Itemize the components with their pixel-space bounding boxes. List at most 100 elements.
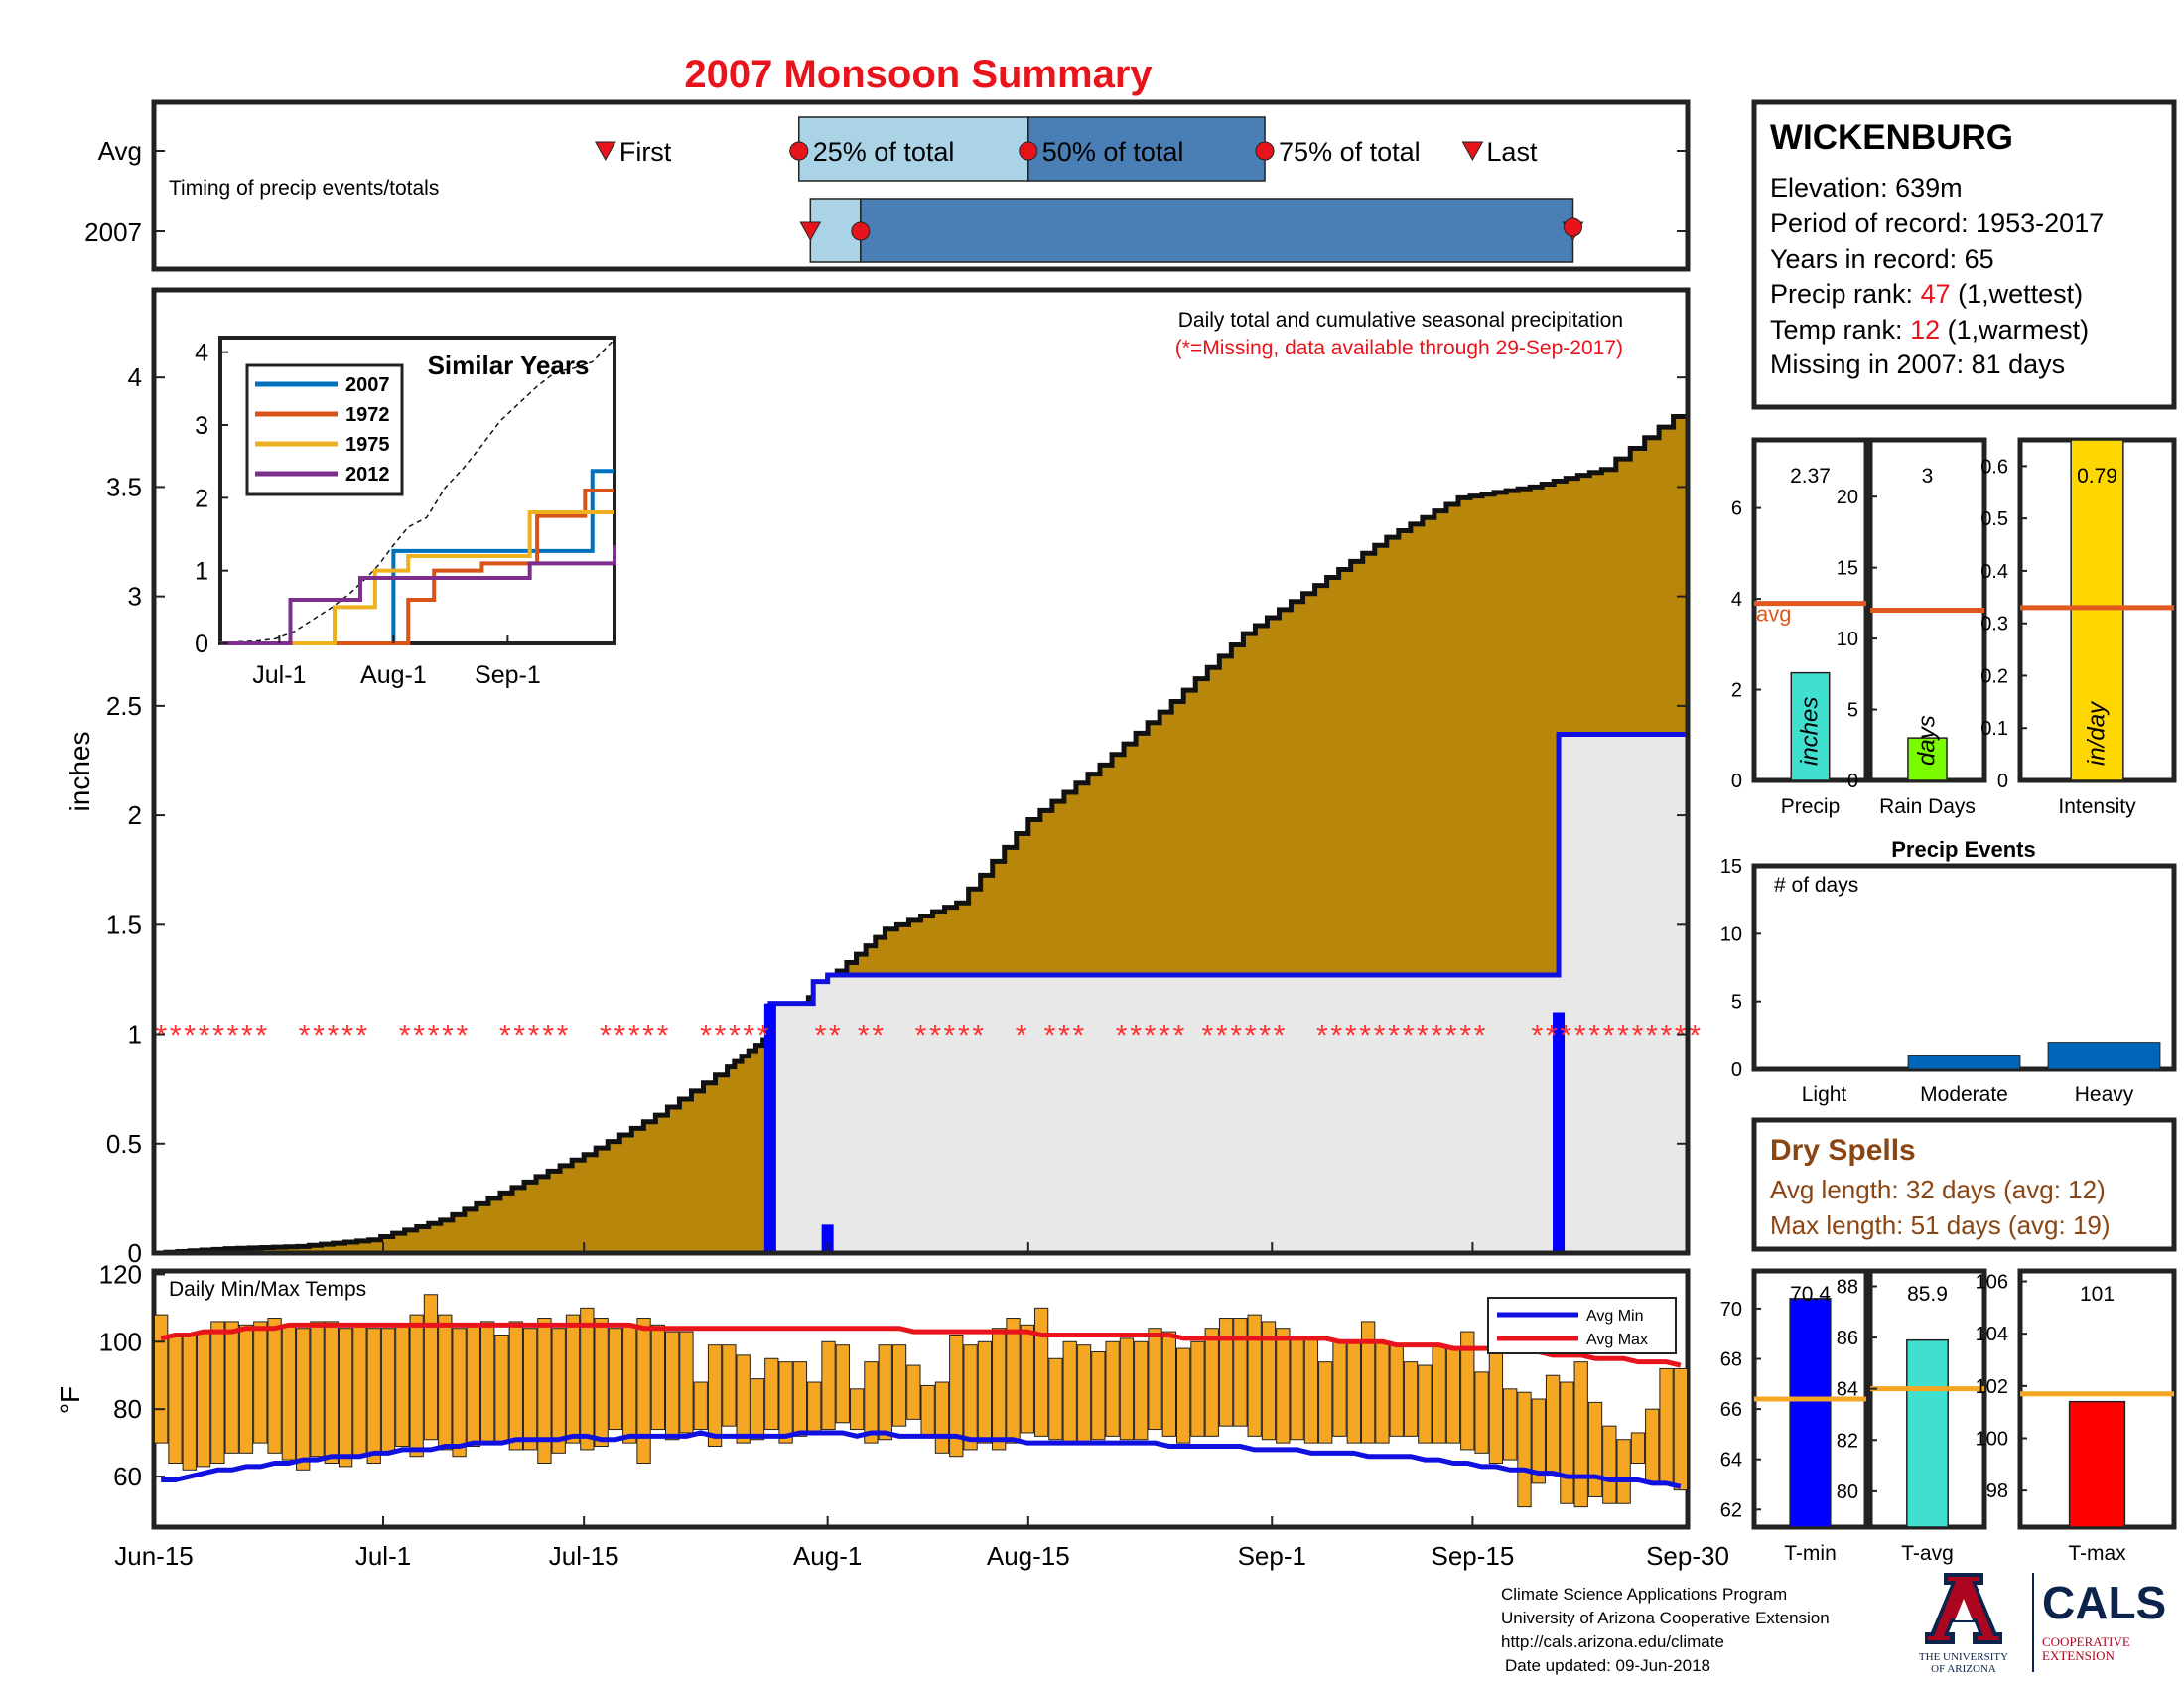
missing-marker: * — [170, 1020, 182, 1053]
daily-temp-bar — [196, 1331, 211, 1468]
daily-temp-bar — [409, 1314, 424, 1458]
missing-marker: * — [1016, 1020, 1027, 1053]
missing-marker: * — [1588, 1020, 1600, 1053]
main-y-tick-label: 3.5 — [106, 472, 142, 501]
missing-marker: * — [729, 1020, 741, 1053]
temp-panel-y-tick-label: 84 — [1837, 1379, 1858, 1401]
daily-temp-bar — [1204, 1328, 1219, 1437]
missing-marker: * — [1359, 1020, 1371, 1053]
station-info-box: WICKENBURG Elevation: 639m Period of rec… — [1751, 99, 2177, 410]
daily-temp-bar — [1545, 1374, 1561, 1475]
dry-spells-max: Max length: 51 days (avg: 19) — [1770, 1210, 2111, 1240]
dry-spells-title: Dry Spells — [1770, 1134, 1916, 1167]
footer-url[interactable]: http://cals.arizona.edu/climate — [1501, 1632, 1724, 1651]
missing-marker: * — [457, 1020, 469, 1053]
precip-events-marks: Light Moderate Heavy 0 5 10 15 — [1720, 856, 2161, 1106]
stat-panel-y-tick-label: 0.3 — [1980, 614, 2008, 635]
missing-marker: * — [1417, 1020, 1429, 1053]
legend-avg-max-label: Avg Max — [1586, 1332, 1648, 1348]
missing-marker: * — [1044, 1020, 1056, 1053]
daily-temp-bar — [622, 1324, 637, 1444]
missing-marker: * — [915, 1020, 927, 1053]
missing-marker: * — [944, 1020, 956, 1053]
avg-first-label: First — [619, 137, 672, 167]
main-y-axis: 0 0.5 1 1.5 2 2.5 3 3.5 4 — [106, 362, 1688, 1268]
avg-pct-label-2: 50% of total — [1042, 137, 1184, 167]
coop-line1: COOPERATIVE — [2042, 1634, 2130, 1649]
avg-50-75-bar — [1027, 116, 1266, 182]
missing-marker: * — [1274, 1020, 1286, 1053]
station-missing-label: Missing in 2007: — [1770, 350, 1972, 379]
missing-marker: * — [657, 1020, 669, 1053]
daily-precip-bar-3 — [1553, 1012, 1566, 1253]
main-plot-marks: * * * * * * * * * * * * * * * * * * * * * * * * * * * * * * * * * * * * * * * *… — [154, 405, 1701, 1256]
missing-marker: * — [1532, 1020, 1544, 1053]
daily-temp-bar — [1403, 1361, 1419, 1437]
daily-temp-bar — [665, 1331, 680, 1441]
temp-panel-label: T-max — [2068, 1542, 2126, 1565]
temp-panel-bar — [1906, 1338, 1949, 1528]
precip-rank-note: (1,wettest) — [1951, 279, 2084, 309]
daily-temp-bar — [1517, 1391, 1532, 1508]
stat-panel-y-tick-label: 0.6 — [1980, 456, 2008, 478]
missing-marker: * — [1058, 1020, 1070, 1053]
daily-temp-bar — [878, 1344, 892, 1441]
missing-marker: * — [757, 1020, 769, 1053]
y2007-50-last-bar — [860, 198, 1574, 263]
missing-marker: * — [929, 1020, 941, 1053]
daily-temp-bar — [920, 1384, 935, 1437]
daily-temp-bar — [1218, 1318, 1234, 1427]
station-years-label: Years in record: — [1770, 244, 1965, 274]
temp-stat-panel-t-min: 70.4 62 64 66 68 70 T-min — [1720, 1268, 1869, 1565]
x-tick-label: Sep-15 — [1431, 1541, 1514, 1571]
daily-temp-bar — [154, 1314, 169, 1444]
temp-plot-marks — [154, 1294, 1689, 1508]
missing-marker: * — [1560, 1020, 1571, 1053]
stat-panel-bar-text: in/day — [2084, 700, 2111, 766]
temp-y-tick-label: 120 — [99, 1259, 142, 1289]
daily-temp-bar — [168, 1335, 183, 1464]
daily-temp-bar — [1176, 1347, 1191, 1444]
main-y-tick-label: 4 — [128, 362, 142, 392]
stat-panel-value: 0.79 — [2077, 465, 2117, 488]
station-box-frame — [1751, 99, 2177, 410]
missing-marker: * — [1230, 1020, 1242, 1053]
daily-temp-bar — [1318, 1361, 1333, 1444]
daily-temp-bar — [1148, 1328, 1162, 1431]
temp-panel-y-tick-label: 88 — [1837, 1276, 1858, 1298]
temp-y-tick-label: 100 — [99, 1327, 142, 1356]
missing-marker: * — [399, 1020, 411, 1053]
temp-panel-bar — [1789, 1298, 1832, 1528]
avg-pct-label-3: 75% of total — [1279, 137, 1421, 167]
daily-temp-bar — [608, 1328, 623, 1431]
temp-panel-y-tick-label: 62 — [1720, 1499, 1742, 1521]
daily-temp-bar — [1673, 1367, 1689, 1491]
temp-panel-y-tick-label: 106 — [1976, 1272, 2008, 1294]
station-precip-rank: Precip rank: 47 (1,wettest) — [1770, 279, 2083, 309]
missing-marker: * — [212, 1020, 224, 1053]
daily-temp-bar — [1645, 1408, 1660, 1484]
missing-marker: * — [829, 1020, 841, 1053]
temp-panel-bar — [2068, 1400, 2126, 1528]
temp-panel-y-tick-label: 66 — [1720, 1399, 1742, 1421]
stat-panel-y-tick-label: 0.1 — [1980, 718, 2008, 740]
temp-rank-value: 12 — [1910, 315, 1940, 345]
daily-temp-bar — [1076, 1344, 1092, 1444]
temp-y-axis: 60 80 100 120 — [99, 1259, 165, 1491]
footer-date: Date updated: 09-Jun-2018 — [1505, 1656, 1710, 1675]
daily-temp-bar — [934, 1381, 950, 1454]
temp-rank-note: (1,warmest) — [1940, 315, 2089, 345]
precip-events-y-tick-label: 15 — [1720, 856, 1742, 878]
temp-y-tick-label: 60 — [113, 1462, 142, 1491]
daily-temp-bar — [1460, 1331, 1475, 1451]
missing-marker: * — [972, 1020, 984, 1053]
missing-marker: * — [1173, 1020, 1185, 1053]
daily-temp-bar — [693, 1381, 708, 1431]
missing-marker: * — [614, 1020, 625, 1053]
precip-events-bar-moderate — [1907, 1055, 2021, 1070]
stat-panel-label: Rain Days — [1879, 795, 1976, 818]
temp-panel-y-tick-label: 70 — [1720, 1299, 1742, 1321]
temp-panel-y-tick-label: 104 — [1976, 1324, 2008, 1345]
cumulative-2007-area — [154, 734, 1688, 1253]
daily-temp-bar — [1346, 1340, 1361, 1444]
